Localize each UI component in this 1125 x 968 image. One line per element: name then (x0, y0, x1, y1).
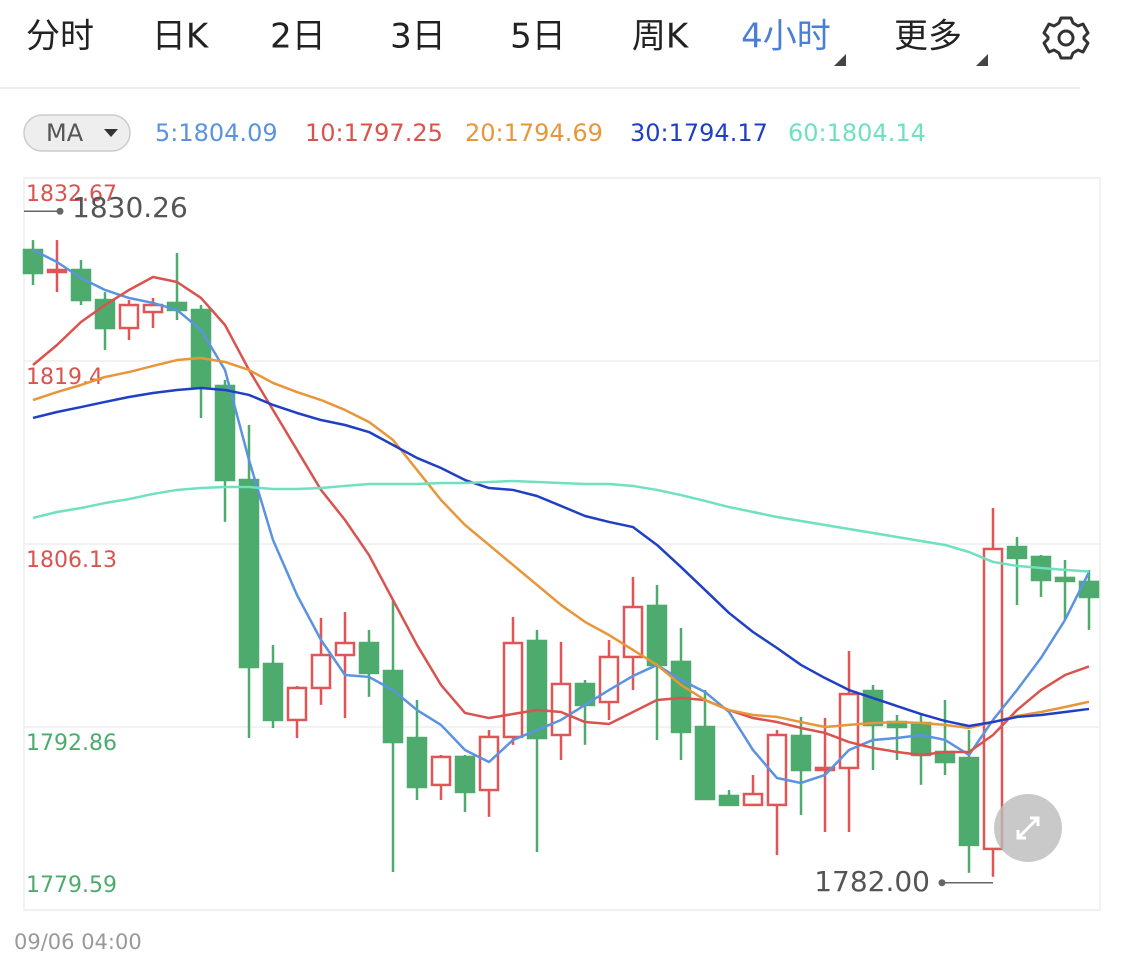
candle-body (718, 794, 740, 807)
candle-body (1006, 545, 1028, 560)
high-marker-label: 1830.26 (72, 191, 188, 224)
candle-body (958, 756, 980, 847)
ma-line (32, 479, 1090, 573)
candle-body (598, 655, 620, 704)
candle-body (814, 766, 836, 772)
legend-entry: 20:1794.69 (465, 119, 603, 147)
candle-body (262, 662, 284, 722)
candle-body (70, 268, 92, 302)
ma-line (32, 386, 1090, 728)
candle-body (646, 604, 668, 667)
x-tick-label: 09/06 04:00 (14, 930, 142, 954)
candle-body (238, 478, 260, 669)
dropdown-corner (976, 54, 988, 66)
pill (23, 114, 131, 152)
candle-body (358, 641, 380, 675)
y-tick-label: 1832.67 (26, 182, 117, 207)
ma-line (32, 356, 1090, 730)
y-tick-label: 1779.59 (26, 873, 117, 898)
candle-body (310, 653, 332, 690)
expand-button[interactable] (994, 794, 1062, 862)
tab[interactable]: 分时 (26, 17, 94, 57)
low-marker-label: 1782.00 (814, 865, 930, 898)
dropdown-arrow (104, 129, 118, 137)
candle-body (982, 547, 1004, 851)
settings-button[interactable] (1042, 16, 1090, 60)
tab[interactable]: 4小时 (741, 17, 831, 57)
candle-body (286, 686, 308, 722)
low-marker-dot (938, 879, 946, 887)
legend-entry: 10:1797.25 (305, 119, 443, 147)
candle-body (742, 792, 764, 807)
legend-entry: 5:1804.09 (155, 119, 278, 147)
candle-body (526, 639, 548, 740)
tab[interactable]: 更多 (894, 17, 962, 57)
tab[interactable]: 日K (152, 17, 210, 57)
candle-body (46, 268, 68, 274)
tab[interactable]: 2日 (270, 17, 326, 57)
candle-body (334, 641, 356, 657)
candle-body (214, 384, 236, 482)
tab[interactable]: 周K (632, 17, 690, 57)
indicator-dropdown[interactable]: MA (23, 114, 131, 152)
candle-body (502, 641, 524, 739)
candle-body (142, 303, 164, 314)
dropdown-corner (834, 54, 846, 66)
legend-entry: 60:1804.14 (788, 119, 926, 147)
high-marker-dot (56, 207, 64, 215)
tab[interactable]: 5日 (510, 17, 566, 57)
candle-body (550, 682, 572, 737)
candle-body (1054, 576, 1076, 583)
y-tick-label: 1806.13 (26, 548, 117, 573)
legend-entry: 30:1794.17 (630, 119, 768, 147)
candle-body (910, 721, 932, 757)
y-tick-label: 1792.86 (26, 731, 117, 756)
candle-body (790, 734, 812, 772)
candle-body (454, 755, 476, 794)
candle-body (118, 303, 140, 330)
indicator-label: MA (46, 119, 84, 147)
plot: 1832.67 1819.4 1806.13 1792.86 1779.59 1830.2… (22, 177, 1100, 911)
candle-body (694, 725, 716, 801)
candle-body (430, 755, 452, 787)
candle-body (622, 605, 644, 659)
candle-body (766, 733, 788, 807)
ma-line (32, 275, 1090, 757)
candle-body (478, 735, 500, 792)
ma-line (32, 248, 1091, 785)
candle-body (382, 669, 404, 744)
candle-body (190, 308, 212, 390)
tab[interactable]: 3日 (390, 17, 446, 57)
candle-body (406, 736, 428, 789)
y-tick-label: 1819.4 (26, 365, 103, 390)
